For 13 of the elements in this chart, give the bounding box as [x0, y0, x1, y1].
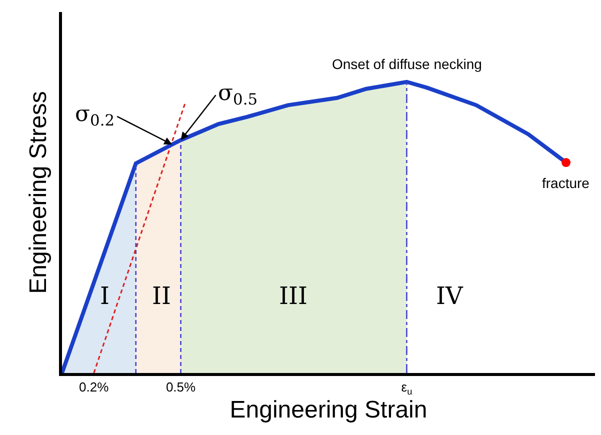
annotation: II [152, 282, 171, 310]
y-axis-title: Engineering Stress [25, 91, 52, 294]
annotation: fracture [542, 175, 590, 191]
x-axis-title: Engineering Strain [230, 396, 428, 424]
annotation: σ$_{0.2}$ [75, 102, 115, 130]
x-tick-label: 0.2% [79, 380, 110, 395]
annotation: I [100, 282, 110, 310]
x-tick-label: 0.5% [166, 380, 196, 395]
annotation: IV [436, 282, 464, 310]
annotation: III [279, 282, 308, 310]
annotation: Onset of diffuse necking [332, 56, 482, 72]
x-tick-label: ε$_{u}$ [401, 380, 412, 396]
annotation: σ$_{0.5}$ [218, 81, 258, 109]
